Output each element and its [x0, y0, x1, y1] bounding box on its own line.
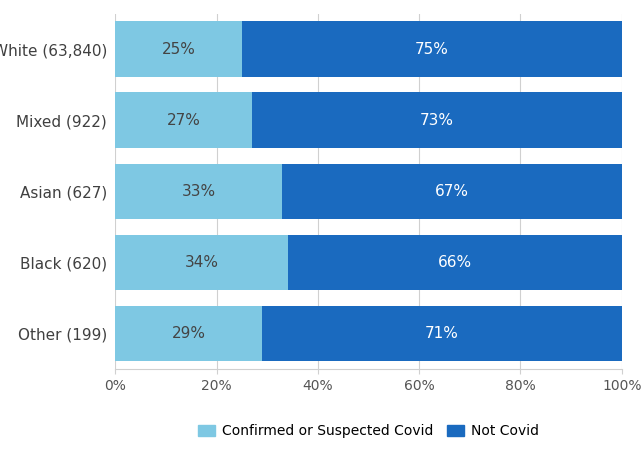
Text: 73%: 73% [420, 112, 454, 128]
Bar [115, 163, 283, 219]
Bar [283, 163, 622, 219]
Text: 29%: 29% [172, 326, 206, 341]
Text: 75%: 75% [415, 41, 449, 57]
Text: 25%: 25% [162, 41, 196, 57]
Text: 66%: 66% [438, 255, 472, 270]
Bar [115, 92, 252, 148]
Text: 67%: 67% [435, 184, 469, 199]
Text: 33%: 33% [182, 184, 216, 199]
Bar [115, 21, 242, 77]
Bar [252, 92, 622, 148]
Text: 71%: 71% [425, 326, 459, 341]
Bar [115, 234, 288, 290]
Text: 34%: 34% [185, 255, 219, 270]
Bar [115, 306, 262, 361]
Bar [262, 306, 622, 361]
Legend: Confirmed or Suspected Covid, Not Covid: Confirmed or Suspected Covid, Not Covid [193, 418, 544, 444]
Bar [242, 21, 622, 77]
Bar [288, 234, 622, 290]
Text: 27%: 27% [167, 112, 201, 128]
